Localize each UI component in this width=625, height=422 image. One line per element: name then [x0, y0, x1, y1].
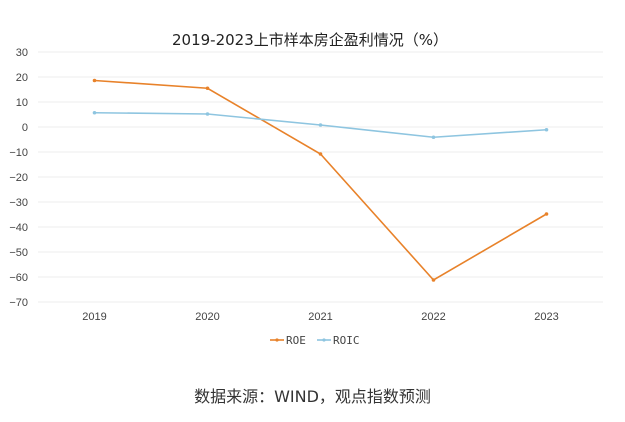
y-tick-label: 10: [16, 97, 28, 109]
data-source-note: 数据来源：WIND，观点指数预测: [194, 387, 431, 406]
y-tick-label: 30: [16, 47, 28, 59]
data-point: [318, 152, 323, 156]
legend-marker: [275, 338, 279, 342]
x-tick-label: 2022: [421, 311, 445, 323]
x-tick-label: 2019: [82, 311, 106, 323]
legend-item-roe: ROE: [270, 334, 306, 347]
y-tick-label: −10: [9, 147, 28, 159]
y-tick-label: −50: [9, 247, 28, 259]
legend-label: ROE: [286, 334, 306, 347]
data-point: [92, 78, 97, 83]
x-tick-label: 2020: [195, 311, 219, 323]
y-tick-label: −20: [9, 172, 28, 184]
y-tick-label: 20: [16, 72, 28, 84]
data-point: [544, 212, 549, 216]
data-point: [544, 127, 549, 132]
legend-label: ROIC: [333, 334, 360, 347]
data-point: [205, 86, 210, 91]
line-chart: 2019-2023上市样本房企盈利情况（%） 30 20 10 0 −10 −20 −30 −…: [9, 31, 603, 347]
data-point: [92, 110, 97, 115]
data-point: [205, 112, 210, 116]
series-lines: [92, 78, 549, 282]
legend-item-roic: ROIC: [317, 334, 360, 347]
series-roe: [92, 78, 549, 282]
data-point: [431, 278, 436, 282]
y-tick-label: −40: [9, 222, 28, 234]
series-line-roe: [94, 79, 547, 282]
data-point: [431, 135, 436, 140]
x-tick-label: 2021: [308, 311, 332, 323]
y-axis-ticks: 30 20 10 0 −10 −20 −30 −40 −50 −60 −70: [9, 47, 28, 309]
series-roic: [92, 110, 549, 140]
legend: ROE ROIC: [270, 334, 360, 347]
y-tick-label: 0: [22, 122, 28, 134]
y-tick-label: −70: [9, 297, 28, 309]
chart-title: 2019-2023上市样本房企盈利情况（%）: [172, 31, 448, 49]
y-tick-label: −30: [9, 197, 28, 209]
legend-marker: [322, 338, 326, 342]
y-tick-label: −60: [9, 272, 28, 284]
gridlines: [38, 51, 603, 303]
x-tick-label: 2023: [534, 311, 558, 323]
x-axis-ticks: 2019 2020 2021 2022 2023: [82, 311, 558, 323]
data-point: [318, 123, 323, 127]
